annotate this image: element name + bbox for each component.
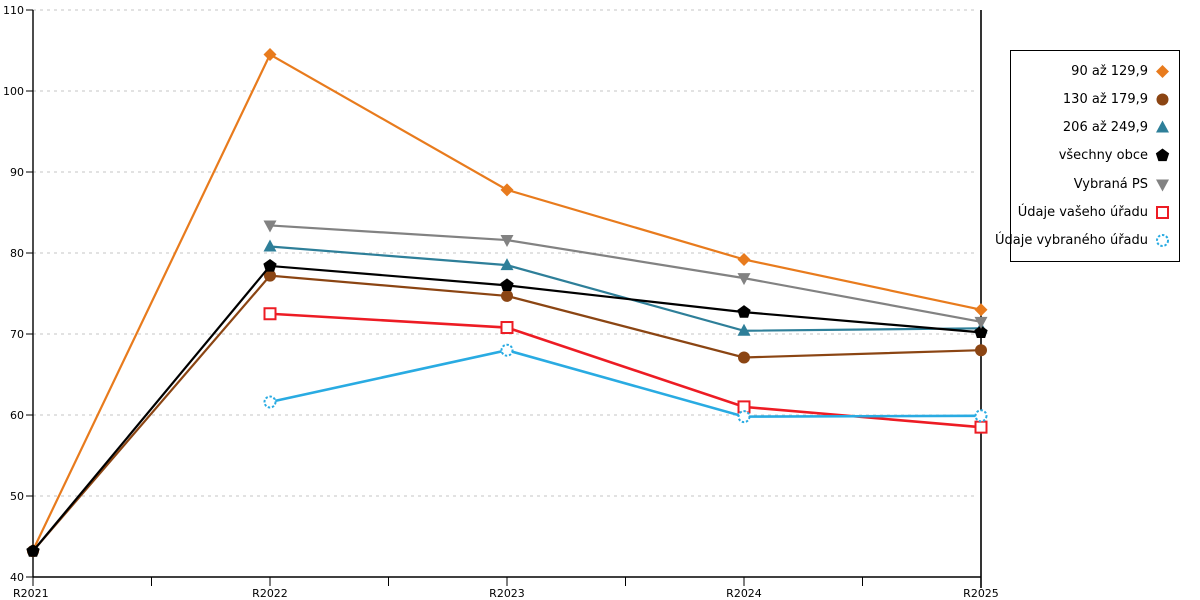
series-6: [263, 343, 988, 424]
pentagon-marker: [974, 325, 988, 339]
series-0: [26, 48, 988, 557]
triangle-down-marker: [263, 220, 277, 233]
pentagon-marker: [26, 544, 40, 557]
legend-item: 90 až 129,9: [1019, 63, 1171, 80]
legend-label: Údaje vašeho úřadu: [1017, 205, 1148, 221]
pentagon-marker: [500, 278, 514, 292]
y-tick-label: 50: [10, 490, 24, 503]
circle-marker: [501, 289, 513, 302]
axes: [26, 9, 982, 588]
y-tick-label: 90: [10, 166, 24, 179]
pentagon-marker: [1155, 148, 1170, 162]
y-tick-label: 80: [10, 247, 24, 260]
open-square-marker: [974, 420, 988, 434]
pentagon-marker: [737, 305, 751, 318]
open-circle-marker: [974, 409, 988, 423]
open-circle-marker: [737, 410, 751, 424]
x-axis-labels: R2021 R2022 R2023 R2024 R2025: [13, 587, 999, 600]
legend-triangle-up-icon: [1156, 120, 1169, 133]
series-line: [269, 224, 982, 323]
open-square-marker: [263, 307, 277, 321]
legend-item: všechny obce: [1019, 147, 1171, 164]
circle-marker: [264, 269, 276, 282]
legend-label: 90 až 129,9: [1071, 63, 1148, 79]
triangle-down-marker: [500, 235, 514, 248]
open-square-marker: [500, 321, 514, 335]
y-tick-label: 60: [10, 409, 24, 422]
legend-diamond-icon: [1156, 64, 1169, 78]
series-line: [269, 348, 982, 418]
circle-marker: [738, 351, 750, 364]
diamond-marker: [737, 252, 751, 266]
legend-label: Vybraná PS: [1073, 176, 1148, 192]
open-circle-marker: [1156, 234, 1169, 248]
legend-item: 206 až 249,9: [1019, 119, 1171, 136]
y-tick-label: 110: [3, 4, 24, 17]
triangle-down-marker: [974, 316, 988, 329]
series-1: [27, 269, 987, 558]
pentagon-marker: [263, 258, 277, 272]
legend-item: 130 až 179,9: [1019, 91, 1171, 108]
open-circle-marker: [500, 343, 514, 357]
diamond-marker: [263, 48, 277, 62]
diamond-marker: [1156, 64, 1169, 78]
legend-item: Vybraná PS: [1019, 176, 1171, 193]
open-circle-marker: [263, 395, 277, 409]
legend-label: všechny obce: [1058, 148, 1148, 164]
legend-open-square-icon: [1156, 206, 1169, 220]
x-tick-label: R2025: [963, 587, 999, 600]
triangle-down-marker: [737, 273, 751, 286]
legend-item: Údaje vašeho úřadu: [1017, 204, 1171, 221]
series-line: [32, 53, 982, 551]
series-3: [26, 258, 988, 557]
triangle-up-marker: [737, 323, 751, 336]
legend-label: Údaje vybraného úřadu: [994, 233, 1148, 249]
triangle-up-marker: [500, 258, 514, 271]
diamond-marker: [974, 303, 988, 317]
legend-item: Údaje vybraného úřadu: [995, 232, 1171, 249]
series-line: [269, 312, 982, 429]
x-tick-label: R2023: [489, 587, 525, 600]
triangle-up-marker: [263, 239, 277, 252]
y-axis-labels: 40 50 60 70 80 90 100 110: [3, 4, 24, 584]
legend-open-circle-icon: [1156, 234, 1169, 248]
y-tick-label: 40: [10, 571, 24, 584]
open-square-marker: [1156, 206, 1169, 220]
legend-pentagon-icon: [1155, 148, 1170, 162]
x-tick-label: R2024: [726, 587, 762, 600]
series-line: [32, 274, 982, 552]
y-tick-label: 70: [10, 328, 24, 341]
series-line: [32, 264, 982, 552]
legend-label: 206 až 249,9: [1062, 120, 1148, 136]
diamond-marker: [500, 183, 514, 197]
legend-circle-icon: [1156, 93, 1169, 106]
x-tick-label: R2021: [13, 587, 49, 600]
series-4: [263, 220, 988, 329]
legend-triangle-down-icon: [1156, 179, 1169, 192]
triangle-down-marker: [1156, 179, 1169, 192]
legend-label: 130 až 179,9: [1062, 91, 1148, 107]
y-tick-label: 100: [3, 85, 24, 98]
legend: 90 až 129,9 130 až 179,9 206 až 249,9 všech…: [995, 50, 1180, 262]
x-tick-label: R2022: [252, 587, 288, 600]
series-lines: [26, 48, 988, 558]
circle-marker: [975, 344, 987, 357]
triangle-up-marker: [1156, 120, 1169, 133]
circle-marker: [1156, 93, 1169, 106]
